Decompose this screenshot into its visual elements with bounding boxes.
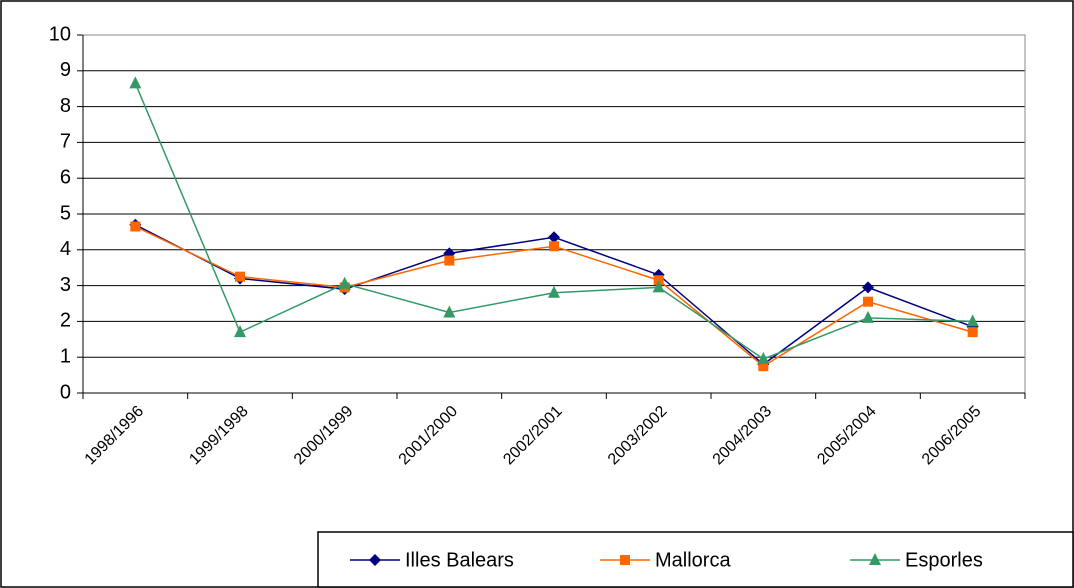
y-tick-label: 4 <box>60 238 71 260</box>
marker <box>548 231 560 244</box>
y-tick-label: 3 <box>60 274 71 296</box>
marker <box>620 555 630 565</box>
marker <box>967 327 978 338</box>
marker <box>130 221 141 232</box>
marker <box>235 271 245 282</box>
marker <box>234 325 246 338</box>
marker <box>757 351 770 364</box>
marker <box>862 310 874 323</box>
legend-label: Illes Balears <box>405 549 514 571</box>
marker <box>863 296 873 307</box>
y-tick-label: 8 <box>60 95 71 117</box>
marker <box>869 553 881 565</box>
marker <box>129 76 142 89</box>
y-tick-label: 5 <box>60 202 71 224</box>
marker <box>652 280 665 293</box>
marker <box>549 241 559 252</box>
legend-label: Esporles <box>905 549 983 571</box>
legend-label: Mallorca <box>655 549 731 571</box>
y-tick-label: 9 <box>60 59 71 81</box>
y-tick-label: 10 <box>49 23 71 45</box>
marker <box>444 255 455 266</box>
marker <box>443 305 456 318</box>
y-tick-label: 2 <box>60 310 71 332</box>
marker <box>758 361 769 372</box>
marker <box>966 314 979 327</box>
legend-box <box>317 531 1074 588</box>
marker <box>369 554 381 566</box>
marker <box>653 275 664 286</box>
marker <box>548 285 560 298</box>
y-tick-label: 1 <box>60 345 71 367</box>
marker <box>862 281 874 294</box>
y-tick-label: 0 <box>60 381 71 403</box>
marker <box>338 276 351 289</box>
y-tick-label: 6 <box>60 166 71 188</box>
y-tick-label: 7 <box>60 131 71 153</box>
